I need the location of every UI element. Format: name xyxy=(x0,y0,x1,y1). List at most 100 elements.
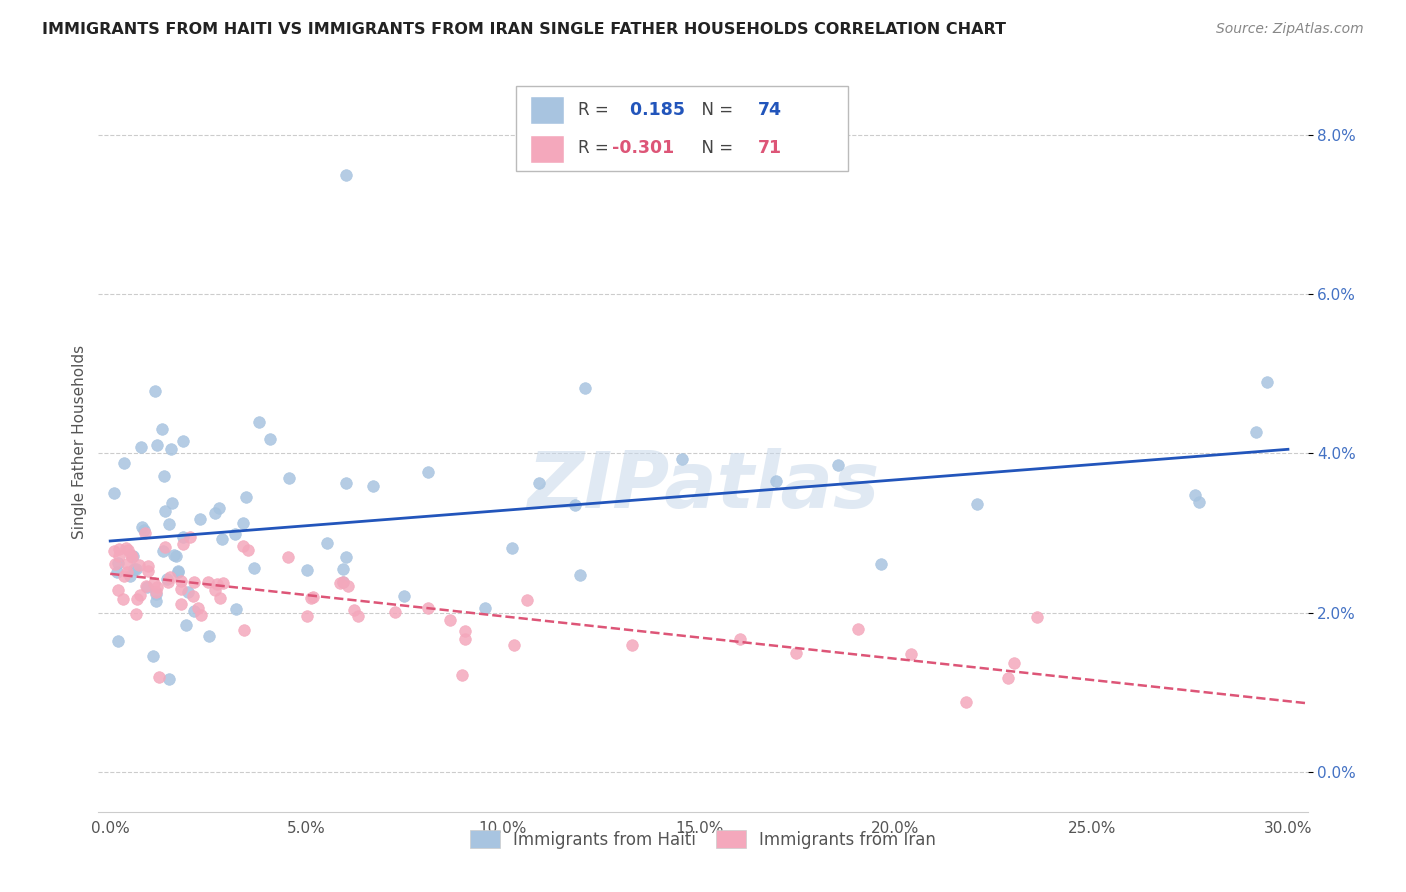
Point xyxy=(204,582,226,597)
Point xyxy=(335,475,357,490)
Point xyxy=(129,440,152,454)
Text: 74: 74 xyxy=(758,101,782,119)
Point xyxy=(152,422,174,436)
Point xyxy=(159,570,181,584)
Point xyxy=(172,530,194,544)
Point xyxy=(224,527,246,541)
Text: N =: N = xyxy=(690,139,738,157)
Y-axis label: Single Father Households: Single Father Households xyxy=(72,344,87,539)
Point xyxy=(153,469,176,483)
Point xyxy=(232,516,254,531)
Point xyxy=(136,558,159,573)
Point xyxy=(966,497,988,511)
Point xyxy=(146,438,169,452)
Point xyxy=(125,562,148,576)
Point xyxy=(394,589,416,603)
Legend: Immigrants from Haiti, Immigrants from Iran: Immigrants from Haiti, Immigrants from I… xyxy=(463,823,943,855)
Point xyxy=(208,591,231,606)
Point xyxy=(335,168,357,182)
Point xyxy=(156,572,179,586)
Point xyxy=(211,575,233,590)
FancyBboxPatch shape xyxy=(516,87,848,171)
Text: ZIPatlas: ZIPatlas xyxy=(527,448,879,524)
Point xyxy=(187,600,209,615)
Point xyxy=(247,415,270,429)
Point xyxy=(418,600,440,615)
Point xyxy=(197,575,219,590)
Point xyxy=(111,592,134,607)
Point xyxy=(1244,425,1267,439)
Point xyxy=(1025,609,1047,624)
Point xyxy=(122,561,145,575)
Point xyxy=(172,434,194,448)
Point xyxy=(297,609,319,624)
Point xyxy=(103,544,125,558)
Point xyxy=(160,496,183,510)
Point xyxy=(167,566,190,580)
Point xyxy=(454,632,477,646)
Point xyxy=(142,576,165,591)
Point xyxy=(115,557,138,571)
Point xyxy=(1188,495,1211,509)
Point xyxy=(870,557,893,571)
Point xyxy=(129,588,152,602)
Point xyxy=(170,597,193,611)
Point xyxy=(454,624,477,638)
Point xyxy=(170,574,193,588)
Point xyxy=(108,542,131,557)
Point xyxy=(316,535,339,549)
Point xyxy=(728,632,751,646)
Point xyxy=(516,593,538,607)
Point xyxy=(564,498,586,512)
Point xyxy=(128,558,150,573)
Point xyxy=(177,585,200,599)
Point xyxy=(671,452,693,467)
Point xyxy=(118,569,141,583)
Point xyxy=(135,579,157,593)
Point xyxy=(329,576,352,591)
Point xyxy=(125,591,148,606)
Point xyxy=(439,613,461,627)
Point xyxy=(1184,488,1206,502)
Point xyxy=(170,582,193,596)
Point xyxy=(827,458,849,472)
Point xyxy=(188,512,211,526)
Point xyxy=(131,520,153,534)
Point xyxy=(384,605,406,619)
Point xyxy=(416,465,439,479)
Point xyxy=(148,670,170,684)
Point xyxy=(1002,656,1025,670)
Point xyxy=(157,516,180,531)
Point xyxy=(136,564,159,578)
Point xyxy=(153,504,176,518)
Point xyxy=(103,485,125,500)
Point xyxy=(105,565,128,579)
Point xyxy=(302,590,325,604)
Point xyxy=(846,622,869,636)
Point xyxy=(207,577,229,591)
Point xyxy=(112,569,135,583)
Point xyxy=(347,609,370,624)
Point xyxy=(115,541,138,555)
Point xyxy=(104,557,127,571)
Point xyxy=(136,581,159,595)
Point xyxy=(163,548,186,562)
Point xyxy=(156,575,179,590)
FancyBboxPatch shape xyxy=(530,135,564,163)
Text: 0.185: 0.185 xyxy=(624,101,685,119)
Point xyxy=(501,541,523,556)
Point xyxy=(295,563,318,577)
Point xyxy=(179,530,201,544)
Point xyxy=(145,594,167,608)
Point xyxy=(120,548,142,562)
Point xyxy=(332,575,354,590)
Point xyxy=(198,629,221,643)
Point xyxy=(997,671,1019,685)
Point xyxy=(765,474,787,488)
Point xyxy=(332,575,354,590)
Text: -0.301: -0.301 xyxy=(613,139,675,157)
Point xyxy=(361,479,384,493)
Point xyxy=(337,579,360,593)
Point xyxy=(159,442,181,457)
Point xyxy=(955,695,977,709)
